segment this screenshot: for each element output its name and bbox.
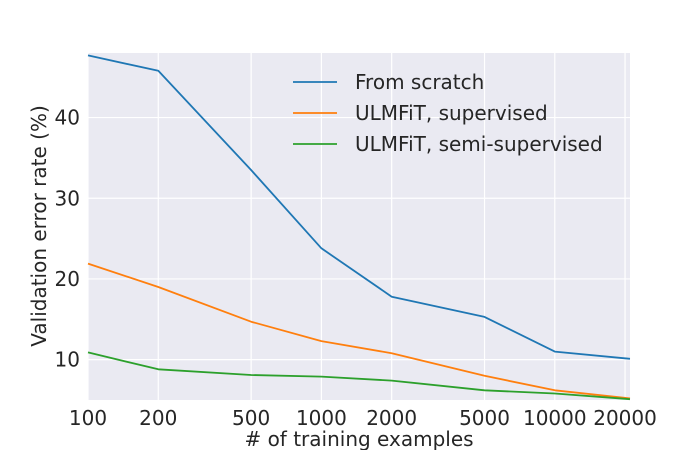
x-tick-label: 1000 — [296, 406, 347, 430]
x-tick-label: 5000 — [459, 406, 510, 430]
legend-label: ULMFiT, supervised — [355, 101, 548, 125]
y-axis-label: Validation error rate (%) — [27, 105, 51, 346]
series-lines — [87, 54, 631, 401]
y-tick-label: 20 — [55, 267, 80, 291]
plot-background — [88, 53, 630, 400]
series-line-2 — [87, 262, 631, 400]
x-tick-label: 200 — [139, 406, 177, 430]
y-tick-label: 10 — [55, 348, 80, 372]
x-tick-label: 2000 — [366, 406, 417, 430]
legend-label: ULMFiT, semi-supervised — [355, 132, 603, 156]
legend-label: From scratch — [355, 70, 484, 94]
legend: From scratch ULMFiT, supervised ULMFiT, se… — [293, 70, 603, 156]
x-axis-ticks: 100 200 500 1000 2000 5000 10000 20000 — [69, 406, 657, 430]
series-line-1 — [87, 54, 631, 360]
x-tick-label: 10000 — [523, 406, 587, 430]
series-line-3 — [87, 351, 631, 401]
x-tick-label: 20000 — [593, 406, 657, 430]
y-axis-ticks: 10 20 30 40 — [55, 106, 80, 372]
x-tick-label: 500 — [232, 406, 270, 430]
x-axis-label: # of training examples — [244, 427, 473, 450]
y-tick-label: 40 — [55, 106, 80, 130]
x-tick-label: 100 — [69, 406, 107, 430]
grid — [87, 53, 630, 400]
y-tick-label: 30 — [55, 186, 80, 210]
